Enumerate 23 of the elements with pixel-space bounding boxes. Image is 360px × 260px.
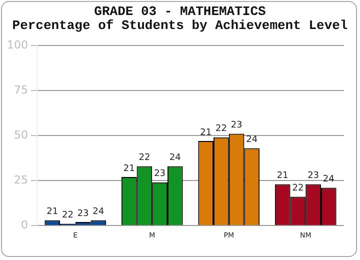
y-tick-label: 75	[14, 83, 28, 96]
series-label: 24	[92, 207, 104, 218]
text: 23	[154, 169, 166, 180]
text: 21	[276, 171, 288, 182]
text: 23	[230, 120, 242, 131]
y-tick-label: 100	[6, 38, 28, 52]
y-tick-label: 50	[14, 128, 28, 142]
text: 21	[123, 164, 135, 174]
text: 22	[215, 124, 227, 134]
series-label: 21	[46, 207, 58, 218]
chart-title: GRADE 03 - MATHEMATICS	[93, 4, 267, 19]
text: 24	[246, 135, 258, 146]
y-tick-label: 0	[20, 218, 28, 232]
text: 22	[138, 153, 150, 164]
text: 22	[292, 184, 304, 194]
series-label: 23	[77, 208, 89, 219]
text: 23	[308, 171, 320, 182]
y-tick-label: 25	[14, 173, 28, 186]
text: 24	[169, 153, 181, 164]
text: 21	[200, 128, 212, 138]
chart-subtitle: Percentage of Students by Achievement Level	[11, 18, 349, 33]
series-label: 22	[62, 210, 74, 221]
text: 24	[322, 174, 334, 185]
